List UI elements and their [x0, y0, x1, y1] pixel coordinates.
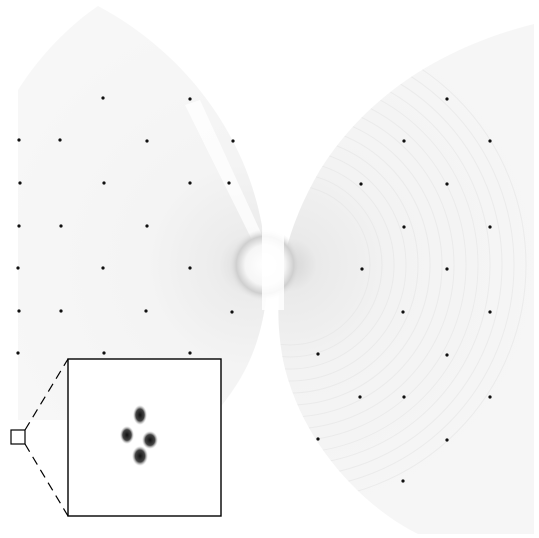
bragg-spot — [445, 97, 449, 101]
bragg-spot — [16, 351, 20, 355]
zoom-inset — [10, 358, 222, 517]
bragg-spot — [402, 395, 406, 399]
bragg-spot — [144, 309, 148, 313]
left-detector-panel — [16, 6, 267, 420]
bragg-spot — [59, 309, 63, 313]
bragg-spot — [145, 224, 149, 228]
bragg-spot — [316, 352, 320, 356]
bragg-spot — [17, 138, 21, 142]
bragg-spot — [188, 351, 192, 355]
bragg-spot — [445, 267, 449, 271]
bragg-spot — [59, 224, 63, 228]
bragg-spot — [445, 353, 449, 357]
bragg-spot — [401, 310, 405, 314]
bragg-spot — [17, 224, 21, 228]
bragg-spot — [102, 351, 106, 355]
magnified-bragg-peak-icon — [120, 405, 158, 466]
bragg-spot — [188, 266, 192, 270]
bragg-spot — [188, 97, 192, 101]
bragg-spot — [102, 181, 106, 185]
bragg-spot — [359, 182, 363, 186]
bragg-spot — [488, 395, 492, 399]
bragg-spot — [488, 139, 492, 143]
bragg-spot — [401, 479, 405, 483]
left-bragg-spots — [16, 96, 235, 355]
bragg-spot — [188, 181, 192, 185]
bragg-spot — [445, 182, 449, 186]
bragg-spot — [231, 139, 235, 143]
bragg-spot — [145, 139, 149, 143]
bragg-spot — [227, 181, 231, 185]
bragg-spot — [17, 309, 21, 313]
bragg-spot — [230, 310, 234, 314]
bragg-spot — [101, 96, 105, 100]
bragg-spot — [402, 225, 406, 229]
zoom-source-box — [10, 429, 26, 445]
bragg-spot — [402, 139, 406, 143]
bragg-spot — [358, 395, 362, 399]
right-detector-panel — [278, 24, 534, 534]
bragg-spot — [316, 437, 320, 441]
bragg-spot — [488, 225, 492, 229]
bragg-spot — [360, 267, 364, 271]
bragg-spot — [445, 438, 449, 442]
bragg-spot — [488, 310, 492, 314]
bragg-spot — [101, 266, 105, 270]
bragg-spot — [58, 138, 62, 142]
bragg-spot — [18, 181, 22, 185]
bragg-spot — [16, 266, 20, 270]
right-bragg-spots — [316, 97, 492, 483]
